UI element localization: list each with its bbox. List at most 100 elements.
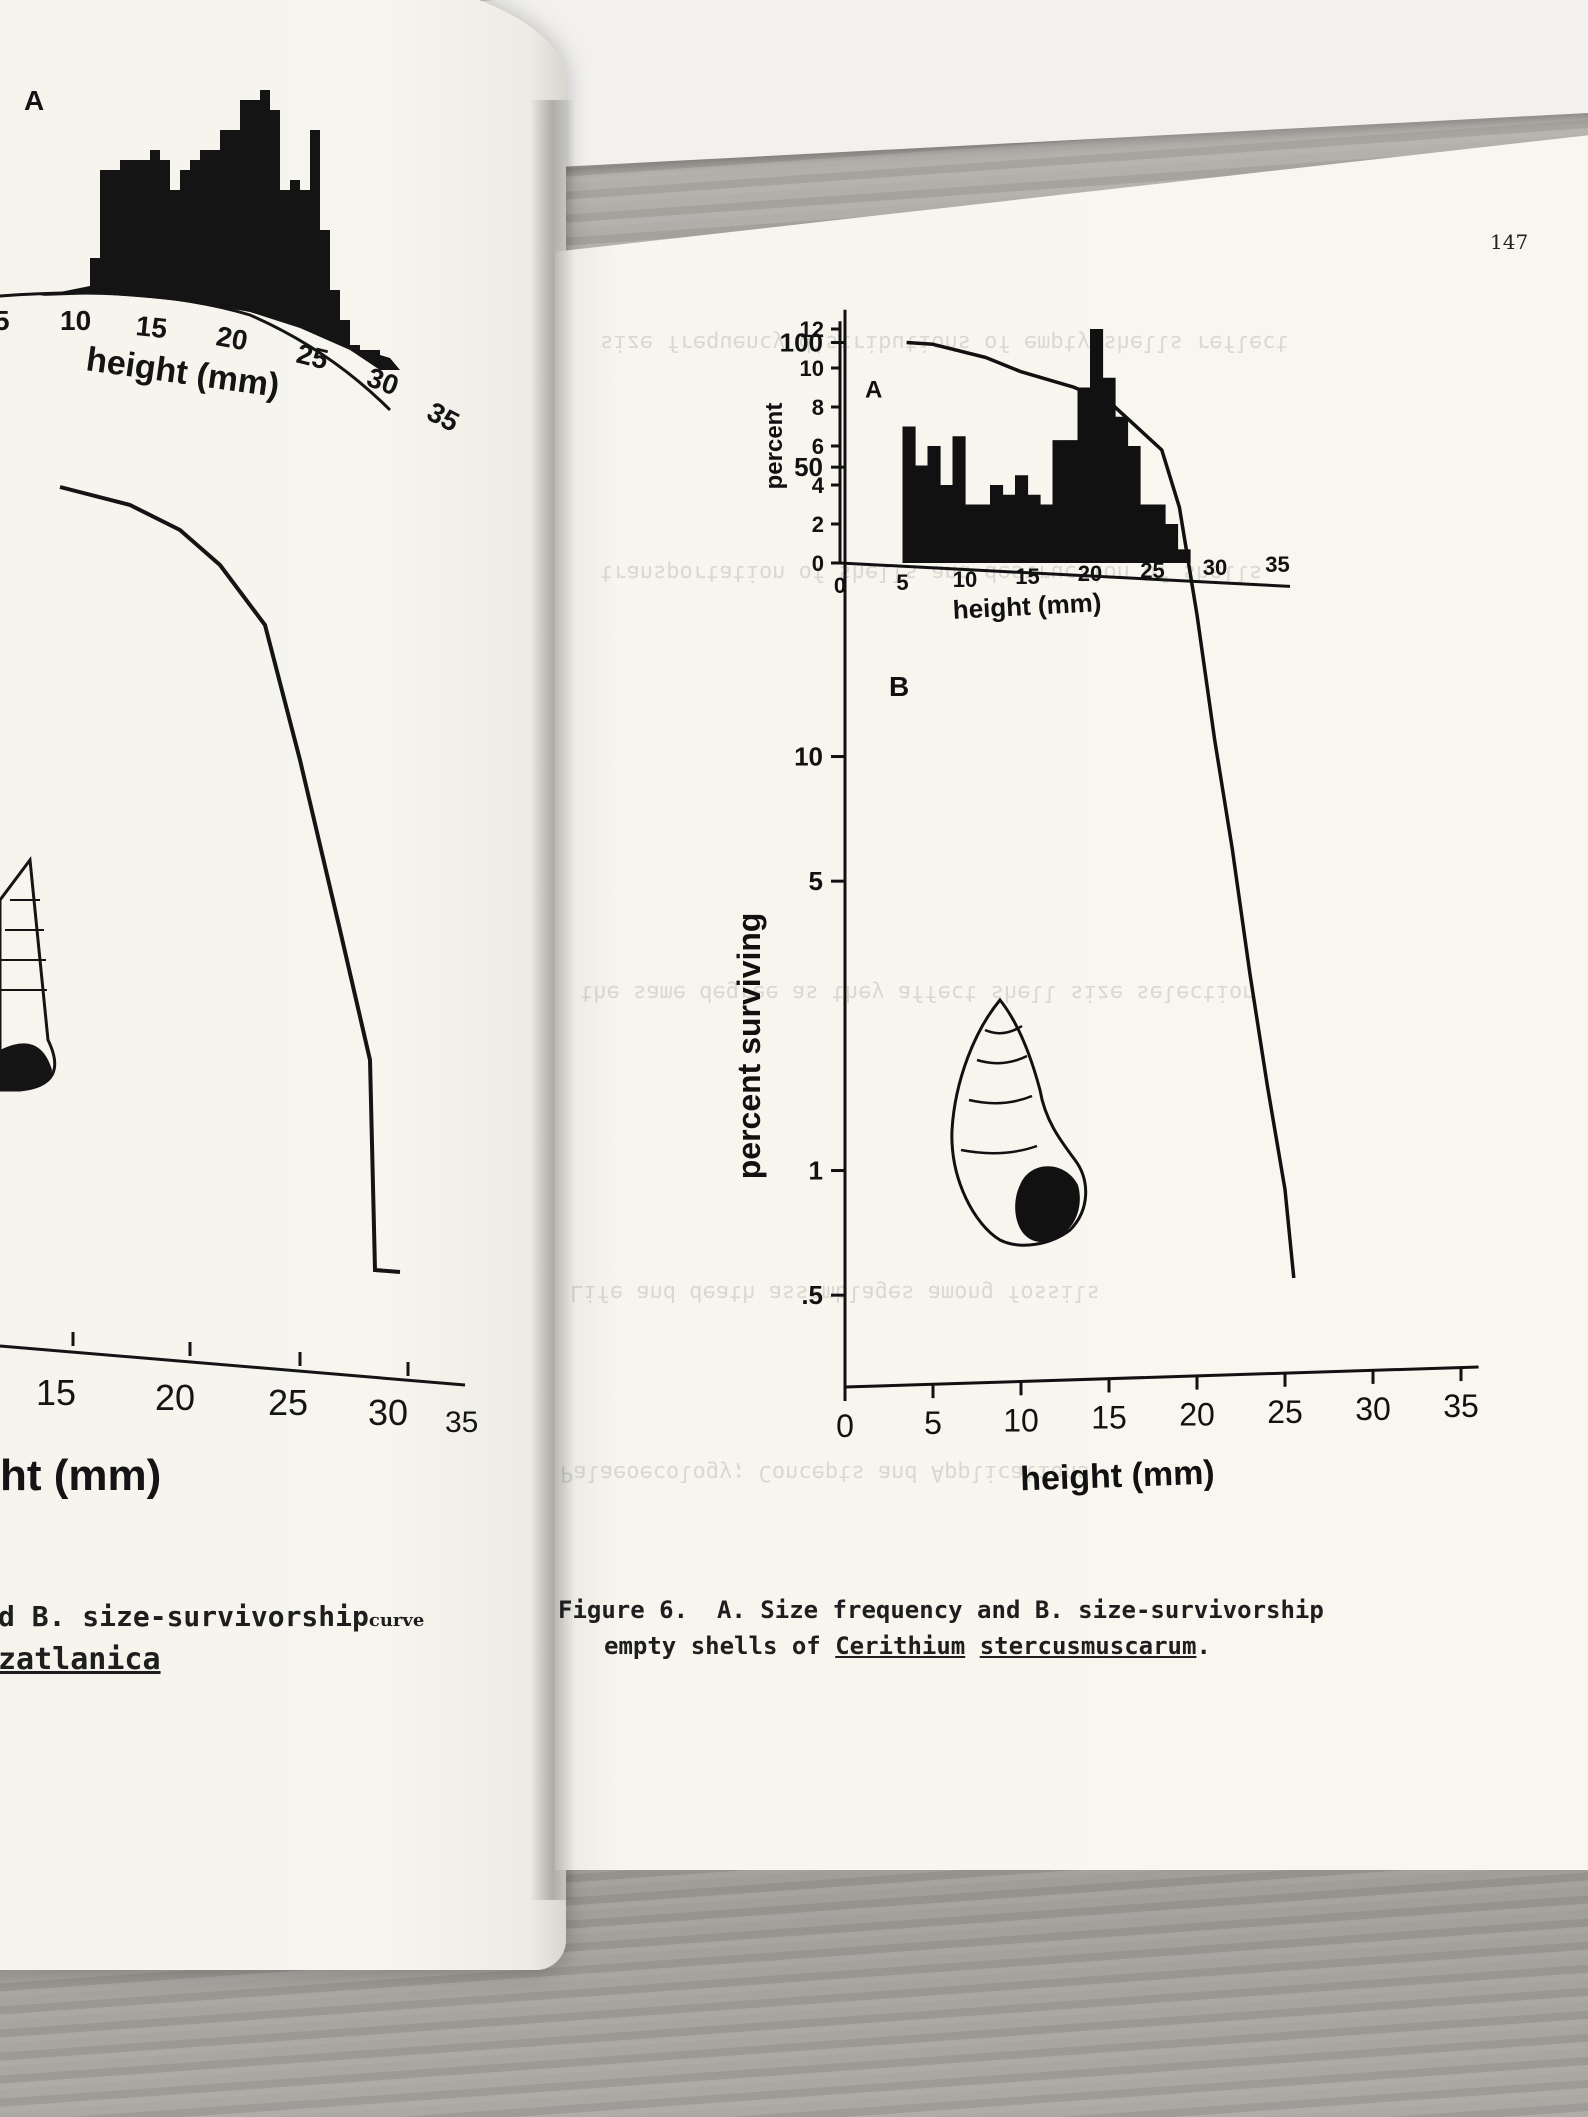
histogram-bar bbox=[1015, 475, 1029, 563]
histogram-x-tick-label: 35 bbox=[1265, 552, 1289, 577]
histogram-bar bbox=[965, 504, 979, 563]
left-bottom-tick: 20 bbox=[155, 1377, 195, 1418]
left-survivorship-x-axis bbox=[0, 1344, 466, 1387]
histogram-bar bbox=[1090, 329, 1104, 563]
histogram-bar bbox=[1077, 387, 1091, 563]
histogram-bar bbox=[927, 446, 941, 563]
histogram-bar bbox=[1140, 504, 1154, 563]
histogram-panel-label: A bbox=[865, 376, 882, 403]
survivorship-x-tick-label: 25 bbox=[1267, 1394, 1303, 1430]
histogram-x-tick-label: 30 bbox=[1203, 555, 1227, 580]
histogram-bar bbox=[902, 426, 916, 563]
histogram-bar bbox=[1152, 504, 1166, 563]
shell-illustration-icon bbox=[950, 997, 1088, 1247]
histogram-y-tick-label: 2 bbox=[812, 512, 824, 537]
histogram-y-tick-label: 8 bbox=[812, 395, 824, 420]
histogram-bar bbox=[1002, 494, 1016, 563]
left-histogram bbox=[40, 90, 400, 370]
histogram-bar bbox=[940, 485, 954, 563]
left-book-page bbox=[0, 0, 566, 1970]
page-number: 147 bbox=[1490, 230, 1529, 254]
survivorship-y-tick-label: 10 bbox=[794, 742, 823, 772]
left-top-tick: 15 bbox=[134, 310, 168, 344]
survivorship-panel-label: B bbox=[889, 671, 909, 702]
histogram-bar bbox=[1115, 416, 1129, 563]
figure-caption-line2: empty shells of Cerithium stercusmuscaru… bbox=[604, 1632, 1211, 1660]
histogram-y-tick-label: 10 bbox=[800, 356, 824, 381]
histogram-x-axis-label: height (mm) bbox=[952, 587, 1102, 625]
figure-caption-line1: Figure 6. A. Size frequency and B. size-… bbox=[558, 1596, 1324, 1624]
left-bottom-axis-label: ht (mm) bbox=[0, 1451, 161, 1500]
left-caption-line2: zatlanica bbox=[0, 1642, 161, 1677]
left-caption-text-small: curve bbox=[368, 1610, 425, 1631]
survivorship-x-tick-label: 30 bbox=[1355, 1391, 1391, 1427]
survivorship-x-axis bbox=[844, 1365, 1479, 1389]
left-bottom-tick: 35 bbox=[445, 1406, 478, 1439]
shell-whorl-line bbox=[960, 1144, 1038, 1155]
shell-whorl-line bbox=[968, 1094, 1033, 1105]
left-bottom-tick: 15 bbox=[36, 1372, 76, 1413]
histogram-x-tick-label: 5 bbox=[896, 570, 908, 595]
histogram-x-tick-label: 10 bbox=[953, 567, 977, 592]
left-top-tick: 20 bbox=[214, 320, 250, 356]
histogram-x-tick-label: 15 bbox=[1015, 564, 1039, 589]
left-top-tick: 25 bbox=[294, 338, 332, 376]
shell-aperture bbox=[1015, 1166, 1080, 1242]
histogram-bar bbox=[1065, 440, 1079, 563]
survivorship-x-axis-label: height (mm) bbox=[1020, 1454, 1216, 1499]
histogram-bar bbox=[952, 436, 966, 563]
histogram-bar bbox=[1040, 504, 1054, 563]
left-shell-illustration bbox=[0, 856, 57, 1092]
histogram-bar bbox=[977, 504, 991, 563]
shell-whorl-line bbox=[976, 1054, 1028, 1065]
left-top-tick: 10 bbox=[60, 305, 91, 336]
figure-label: Figure 6. bbox=[558, 1596, 689, 1624]
histogram-y-tick-label: 6 bbox=[812, 434, 824, 459]
survivorship-x-tick-label: 0 bbox=[836, 1408, 854, 1444]
histogram-bar bbox=[1027, 494, 1041, 563]
left-panel-a-label: A bbox=[24, 85, 44, 116]
histogram-bar bbox=[1052, 440, 1066, 563]
histogram-bar bbox=[990, 485, 1004, 563]
left-bottom-tick: 30 bbox=[368, 1392, 408, 1433]
shell-whorl-line bbox=[984, 1024, 1023, 1035]
histogram-x-tick-label: 25 bbox=[1140, 558, 1164, 583]
species-genus: Cerithium bbox=[835, 1632, 966, 1660]
survivorship-x-tick-label: 10 bbox=[1003, 1402, 1039, 1438]
histogram-y-tick-label: 4 bbox=[812, 473, 825, 498]
histogram-x-tick-label: 0 bbox=[834, 573, 846, 598]
survivorship-y-tick-label: 100 bbox=[780, 328, 823, 358]
size-frequency-histogram: 0 2 4 6 8 10 12 0 5 10 15 20 25 30 35 height (mm) percen… bbox=[761, 317, 1291, 625]
left-histogram-x-axis bbox=[0, 291, 392, 412]
survivorship-y-tick-label: 1 bbox=[809, 1156, 823, 1186]
left-caption-line1: d B. size-survivorshipcurve bbox=[0, 1600, 424, 1633]
survivorship-x-tick-label: 35 bbox=[1443, 1388, 1479, 1424]
histogram-bar bbox=[1102, 377, 1116, 563]
histogram-y-tick-label: 0 bbox=[812, 551, 824, 576]
caption-text: A. Size frequency and B. size-survivorsh… bbox=[716, 1596, 1324, 1624]
histogram-y-axis-label: percent bbox=[761, 403, 788, 490]
survivorship-y-tick-label: 50 bbox=[794, 452, 823, 482]
survivorship-x-tick-label: 20 bbox=[1179, 1397, 1215, 1433]
histogram-x-axis bbox=[839, 561, 1291, 588]
histogram-y-tick-label: 12 bbox=[800, 317, 824, 342]
survivorship-x-tick-label: 15 bbox=[1091, 1399, 1127, 1435]
histogram-bar bbox=[1127, 446, 1141, 563]
survivorship-y-tick-label: 5 bbox=[809, 866, 823, 896]
survivorship-y-axis-label: percent surviving bbox=[731, 913, 767, 1180]
survivorship-y-tick-label: .5 bbox=[801, 1280, 823, 1310]
histogram-bar bbox=[915, 465, 929, 563]
right-book-page bbox=[555, 130, 1588, 1870]
left-bottom-tick: 25 bbox=[268, 1382, 308, 1423]
survivorship-x-tick-label: 5 bbox=[924, 1405, 942, 1441]
left-survivorship-curve bbox=[59, 485, 401, 1274]
histogram-bar bbox=[1165, 524, 1179, 563]
left-top-tick: 5 bbox=[0, 305, 10, 336]
species-epithet: stercusmuscarum bbox=[979, 1632, 1197, 1660]
survivorship-curve bbox=[906, 340, 1296, 1279]
left-caption-text: d B. size-survivorship bbox=[0, 1600, 369, 1633]
caption-prefix: empty shells of bbox=[604, 1632, 821, 1660]
